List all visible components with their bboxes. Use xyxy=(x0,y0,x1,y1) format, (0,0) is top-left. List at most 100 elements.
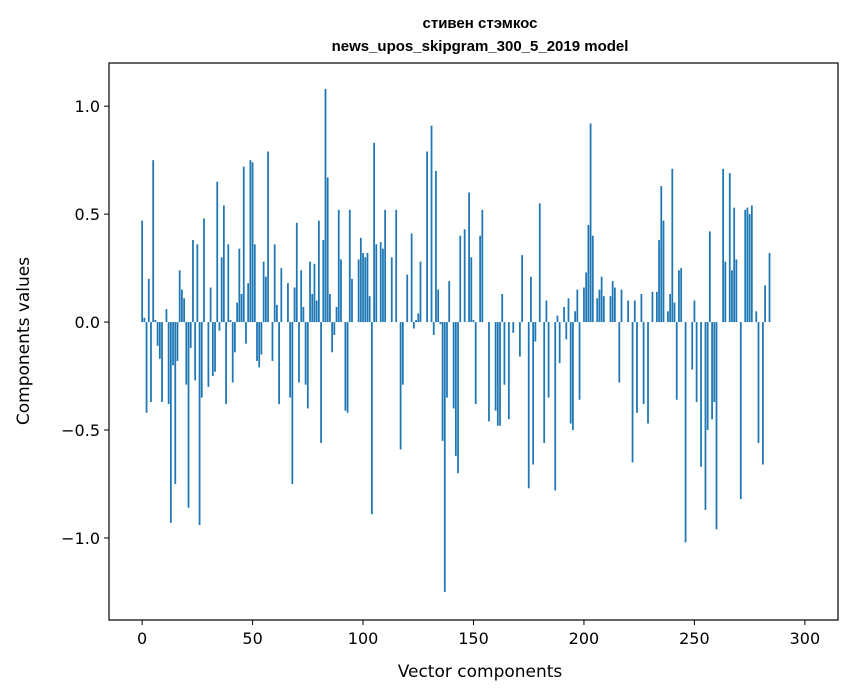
bar-component-202 xyxy=(587,224,590,323)
bar-component-189 xyxy=(558,322,561,364)
bar-component-61 xyxy=(276,304,278,323)
bar-component-26 xyxy=(198,322,201,526)
bar-component-137 xyxy=(443,322,446,592)
bar-component-53 xyxy=(258,322,261,368)
bar-component-213 xyxy=(611,281,614,323)
bar-component-191 xyxy=(563,306,565,323)
bar-component-52 xyxy=(256,322,258,361)
x-tick-label: 150 xyxy=(458,629,489,648)
bar-component-103 xyxy=(368,296,371,323)
bar-component-83 xyxy=(324,88,327,323)
bar-component-182 xyxy=(543,322,546,443)
bar-component-66 xyxy=(287,283,289,323)
bar-component-257 xyxy=(708,231,711,323)
chart-subtitle: news_upos_skipgram_300_5_2019 model xyxy=(332,38,629,55)
bar-component-273 xyxy=(744,209,747,323)
bar-component-90 xyxy=(340,259,342,323)
bar-component-249 xyxy=(691,322,694,370)
bar-component-123 xyxy=(412,322,415,329)
bar-component-144 xyxy=(459,235,462,323)
bar-component-278 xyxy=(755,311,758,323)
bar-component-203 xyxy=(589,123,592,323)
bar-component-41 xyxy=(231,322,234,383)
y-tick-label: −1.0 xyxy=(61,529,100,548)
bar-component-77 xyxy=(311,294,314,323)
bar-component-76 xyxy=(309,261,311,323)
bar-component-106 xyxy=(375,244,378,323)
bar-component-20 xyxy=(185,322,188,385)
bar-component-239 xyxy=(669,294,671,323)
bar-component-201 xyxy=(585,272,588,323)
bar-component-266 xyxy=(728,173,731,323)
y-tick-label: 1.0 xyxy=(75,97,100,116)
bar-component-43 xyxy=(236,302,239,323)
bar-component-207 xyxy=(598,289,601,323)
bar-component-163 xyxy=(501,294,504,323)
bar-component-259 xyxy=(713,322,716,402)
bar-component-180 xyxy=(538,203,541,323)
bar-component-18 xyxy=(181,289,183,323)
bar-component-279 xyxy=(757,322,760,443)
bar-component-101 xyxy=(364,257,367,323)
bar-component-235 xyxy=(660,186,663,323)
bar-component-184 xyxy=(547,322,550,398)
bar-component-176 xyxy=(530,276,532,323)
bar-component-63 xyxy=(280,268,283,323)
bar-component-255 xyxy=(704,322,707,510)
bar-component-16 xyxy=(176,322,179,361)
bar-component-0 xyxy=(141,220,144,323)
bar-component-117 xyxy=(399,322,402,450)
bar-component-242 xyxy=(675,322,678,400)
bar-component-129 xyxy=(426,151,428,323)
bar-component-82 xyxy=(322,240,325,323)
bar-component-226 xyxy=(640,294,643,323)
bar-component-263 xyxy=(722,168,725,323)
bar-component-40 xyxy=(229,319,232,323)
y-tick-label: 0.5 xyxy=(75,205,100,224)
bar-component-238 xyxy=(667,311,669,323)
bar-component-30 xyxy=(207,322,210,387)
bar-component-256 xyxy=(706,322,709,431)
bar-component-37 xyxy=(222,205,225,323)
bar-component-75 xyxy=(306,322,309,409)
bar-component-204 xyxy=(591,235,594,323)
bar-component-6 xyxy=(154,319,157,323)
bar-component-35 xyxy=(218,322,221,331)
bar-component-5 xyxy=(152,160,155,323)
bar-component-71 xyxy=(298,322,300,383)
bar-component-93 xyxy=(346,322,349,413)
bar-component-269 xyxy=(735,259,738,323)
bar-component-98 xyxy=(357,259,360,323)
bar-component-22 xyxy=(189,322,192,348)
bar-component-136 xyxy=(441,322,444,441)
bar-component-13 xyxy=(169,322,172,523)
bar-component-36 xyxy=(220,257,223,323)
bar-component-157 xyxy=(488,322,490,422)
bar-component-187 xyxy=(554,322,557,491)
bar-component-217 xyxy=(620,289,623,323)
bar-component-240 xyxy=(671,168,674,323)
bar-component-51 xyxy=(253,244,256,323)
bar-component-92 xyxy=(344,322,347,411)
bar-component-2 xyxy=(145,322,148,413)
bar-component-227 xyxy=(642,322,645,405)
bar-component-88 xyxy=(335,306,338,323)
bar-component-113 xyxy=(390,257,393,323)
bar-component-275 xyxy=(748,214,751,323)
bar-component-81 xyxy=(320,322,322,443)
bar-component-124 xyxy=(415,319,417,323)
bar-component-168 xyxy=(512,322,515,333)
x-axis-label: Vector components xyxy=(398,662,563,682)
bar-component-264 xyxy=(724,261,727,323)
bar-component-8 xyxy=(158,322,161,359)
bar-component-236 xyxy=(662,220,665,323)
bar-component-216 xyxy=(618,322,621,383)
bar-component-28 xyxy=(203,218,205,323)
bar-component-166 xyxy=(507,322,510,420)
bar-component-11 xyxy=(165,309,168,323)
bar-component-231 xyxy=(651,291,654,323)
bar-component-267 xyxy=(731,270,733,323)
bar-component-135 xyxy=(439,322,442,325)
bar-component-110 xyxy=(384,209,387,323)
